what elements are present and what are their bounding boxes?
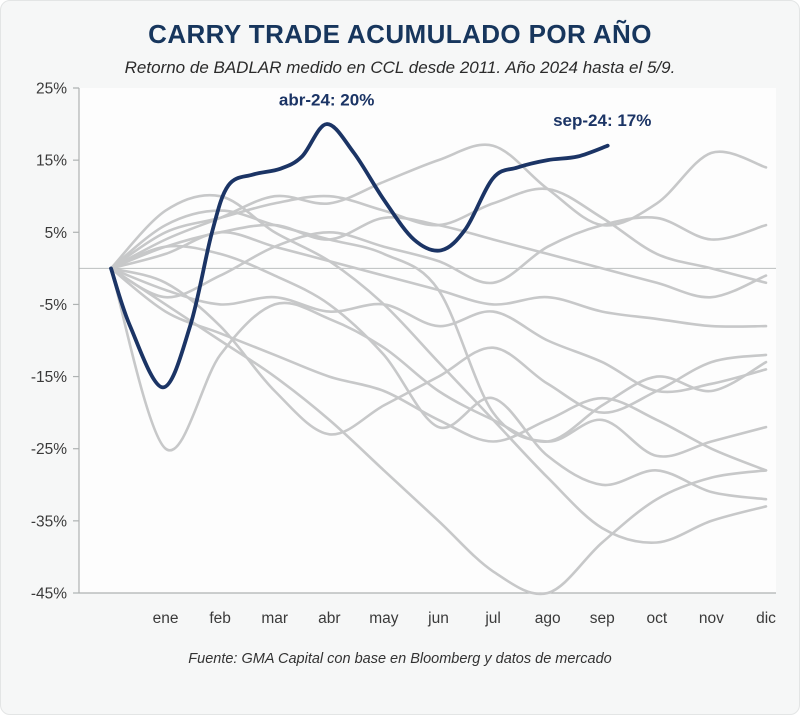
x-tick-label: may [369, 610, 399, 627]
annotation-label: sep-24: 17% [553, 111, 651, 130]
carry-trade-line-chart: 25% 15% 5% -5% -15% -25% -35% -45% ene feb mar abr m… [31, 81, 776, 628]
series-2013-line [109, 267, 768, 472]
y-tick-label: 25% [36, 81, 67, 98]
y-tick-label: -25% [31, 441, 67, 458]
x-tick-label: jun [427, 610, 449, 627]
y-tick-label: -5% [39, 297, 67, 314]
x-tick-label: nov [699, 610, 724, 627]
x-tick-label: jul [484, 610, 501, 627]
plot-background [79, 88, 776, 593]
y-tick-label: 15% [36, 153, 67, 170]
x-tick-label: oct [646, 610, 667, 627]
x-tick-label: abr [318, 610, 340, 627]
series-2021-line [109, 187, 768, 285]
series-2014-line [109, 267, 768, 452]
page-title: CARRY TRADE ACUMULADO POR AÑO [148, 19, 652, 49]
y-tick-label: -15% [31, 369, 67, 386]
y-tick-label: -35% [31, 513, 67, 530]
y-tick-label: 5% [45, 225, 68, 242]
x-tick-label: mar [261, 610, 288, 627]
annotation-label: abr-24: 20% [279, 90, 374, 109]
x-tick-label: sep [590, 610, 615, 627]
series-2024-line [109, 122, 610, 390]
chart-subtitle: Retorno de BADLAR medido en CCL desde 20… [124, 58, 676, 77]
x-tick-label: ago [535, 610, 561, 627]
x-tick-label: feb [209, 610, 231, 627]
series-2016-line [109, 216, 768, 299]
series-2020-line [109, 267, 768, 436]
series-2022-line [109, 267, 768, 596]
chart-area: 25% 15% 5% -5% -15% -25% -35% -45% ene feb mar abr m… [1, 80, 799, 645]
x-tick-label: ene [153, 610, 179, 627]
series-2018-line [109, 244, 768, 501]
x-tick-label: dic [756, 610, 776, 627]
series-2023-line [109, 193, 768, 544]
series-2019-line [109, 209, 768, 458]
source-note: Fuente: GMA Capital con base en Bloomber… [188, 651, 612, 667]
y-tick-label: -45% [31, 586, 67, 603]
